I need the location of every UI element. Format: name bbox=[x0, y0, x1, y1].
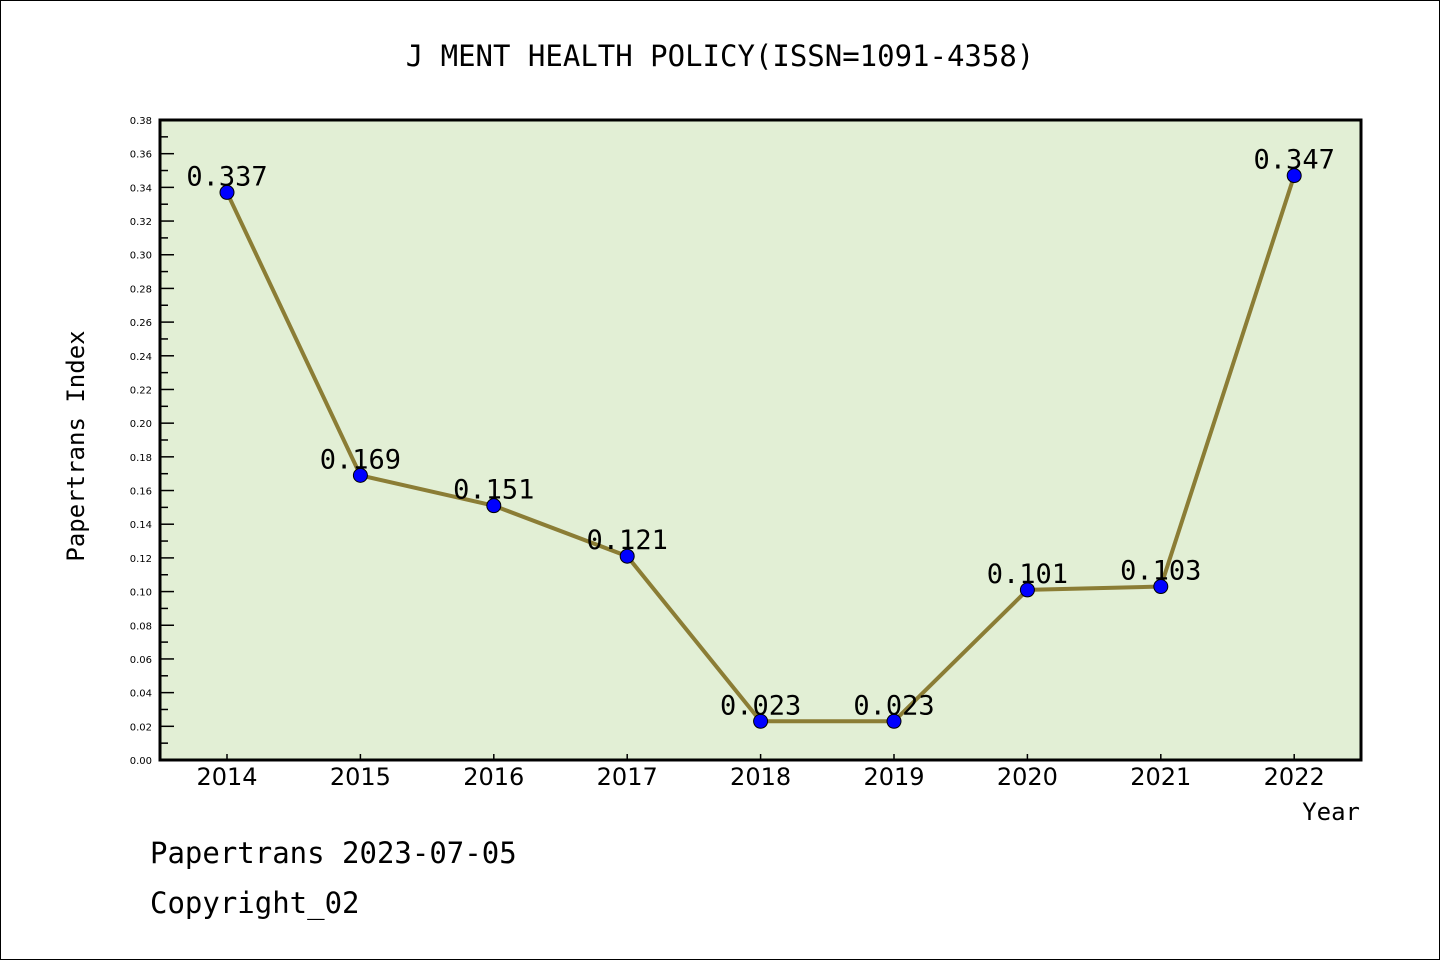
y-tick-label: 0.32 bbox=[130, 217, 152, 228]
y-tick-label: 0.04 bbox=[130, 689, 152, 700]
data-label: 0.023 bbox=[720, 690, 801, 721]
x-tick-label: 2014 bbox=[196, 763, 257, 791]
y-tick-label: 0.30 bbox=[130, 251, 152, 262]
y-tick-label: 0.28 bbox=[130, 284, 152, 295]
y-tick-label: 0.20 bbox=[130, 419, 152, 430]
y-tick-label: 0.08 bbox=[130, 621, 152, 632]
x-tick-label: 2019 bbox=[863, 763, 924, 791]
x-axis-label: Year bbox=[1302, 798, 1360, 826]
data-label: 0.121 bbox=[587, 525, 668, 556]
data-label: 0.347 bbox=[1254, 145, 1335, 176]
chart-title: J MENT HEALTH POLICY(ISSN=1091-4358) bbox=[406, 39, 1035, 73]
y-tick-label: 0.26 bbox=[130, 318, 152, 329]
data-point bbox=[352, 467, 368, 483]
data-label: 0.151 bbox=[453, 475, 534, 506]
data-label: 0.103 bbox=[1120, 556, 1201, 587]
y-tick-label: 0.38 bbox=[130, 116, 152, 127]
y-tick-label: 0.34 bbox=[130, 183, 152, 194]
y-tick-label: 0.18 bbox=[130, 453, 152, 464]
x-tick-label: 2017 bbox=[597, 763, 658, 791]
y-tick-label: 0.36 bbox=[130, 150, 152, 161]
data-point bbox=[1286, 168, 1302, 184]
y-tick-label: 0.10 bbox=[130, 588, 152, 599]
data-label: 0.023 bbox=[853, 690, 934, 721]
footer-date: Papertrans 2023-07-05 bbox=[150, 836, 517, 870]
y-axis-label: Papertrans Index bbox=[62, 330, 90, 561]
y-tick-label: 0.22 bbox=[130, 385, 152, 396]
y-tick-label: 0.12 bbox=[130, 554, 152, 565]
footer-copyright: Copyright_02 bbox=[150, 886, 360, 920]
x-tick-label: 2022 bbox=[1264, 763, 1325, 791]
data-point bbox=[886, 713, 902, 729]
data-point bbox=[619, 548, 635, 564]
x-tick-label: 2018 bbox=[730, 763, 791, 791]
x-tick-label: 2015 bbox=[330, 763, 391, 791]
y-tick-label: 0.14 bbox=[130, 520, 152, 531]
data-point bbox=[219, 184, 235, 200]
x-tick-label: 2021 bbox=[1130, 763, 1191, 791]
x-tick-label: 2016 bbox=[463, 763, 524, 791]
data-label: 0.337 bbox=[186, 161, 267, 192]
data-label: 0.101 bbox=[987, 559, 1068, 590]
y-tick-label: 0.00 bbox=[130, 756, 152, 767]
y-tick-label: 0.24 bbox=[130, 352, 152, 363]
data-point bbox=[486, 498, 502, 514]
y-tick-label: 0.06 bbox=[130, 655, 152, 666]
plot-background bbox=[160, 120, 1361, 760]
data-point bbox=[1019, 582, 1035, 598]
data-point bbox=[753, 713, 769, 729]
y-tick-label: 0.02 bbox=[130, 722, 152, 733]
data-point bbox=[1153, 579, 1169, 595]
x-tick-label: 2020 bbox=[997, 763, 1058, 791]
plot-border bbox=[158, 118, 1363, 762]
y-tick-label: 0.16 bbox=[130, 487, 152, 498]
data-label: 0.169 bbox=[320, 444, 401, 475]
